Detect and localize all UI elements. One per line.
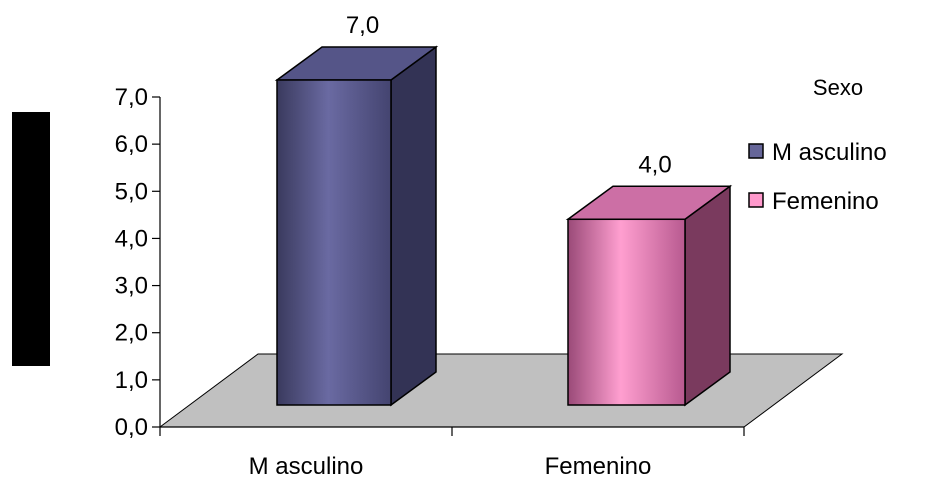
y-tick-label: 1,0	[115, 367, 148, 394]
x-category-label-masculino: M asculino	[249, 453, 364, 478]
redaction-block	[12, 112, 50, 366]
y-axis-ticks: 0,0 1,0 2,0 3,0 4,0 5,0 6,0 7,0	[115, 84, 160, 441]
legend-title: Sexo	[813, 75, 863, 100]
legend-label-femenino: Femenino	[772, 188, 879, 215]
y-tick-label: 6,0	[115, 131, 148, 158]
bar-masculino	[274, 45, 439, 407]
data-label-masculino: 7,0	[346, 12, 379, 39]
y-tick-label: 2,0	[115, 320, 148, 347]
y-tick-label: 3,0	[115, 273, 148, 300]
bar-femenino	[565, 184, 733, 407]
chart-floor	[158, 353, 844, 428]
y-tick-label: 7,0	[115, 84, 148, 111]
y-tick-label: 0,0	[115, 414, 148, 441]
data-label-femenino: 4,0	[638, 151, 671, 178]
y-tick-label: 4,0	[115, 225, 148, 252]
legend: Sexo M asculino Femenino	[748, 75, 887, 215]
legend-label-masculino: M asculino	[772, 139, 887, 166]
x-category-label-femenino: Femenino	[545, 453, 652, 478]
bar-masculino-front	[276, 79, 392, 406]
legend-swatch-masculino	[748, 143, 764, 159]
y-tick-label: 5,0	[115, 178, 148, 205]
bar-masculino-side	[390, 45, 437, 407]
bar-femenino-front	[567, 218, 686, 406]
bar-femenino-side	[684, 184, 731, 407]
legend-swatch-femenino	[748, 192, 764, 208]
